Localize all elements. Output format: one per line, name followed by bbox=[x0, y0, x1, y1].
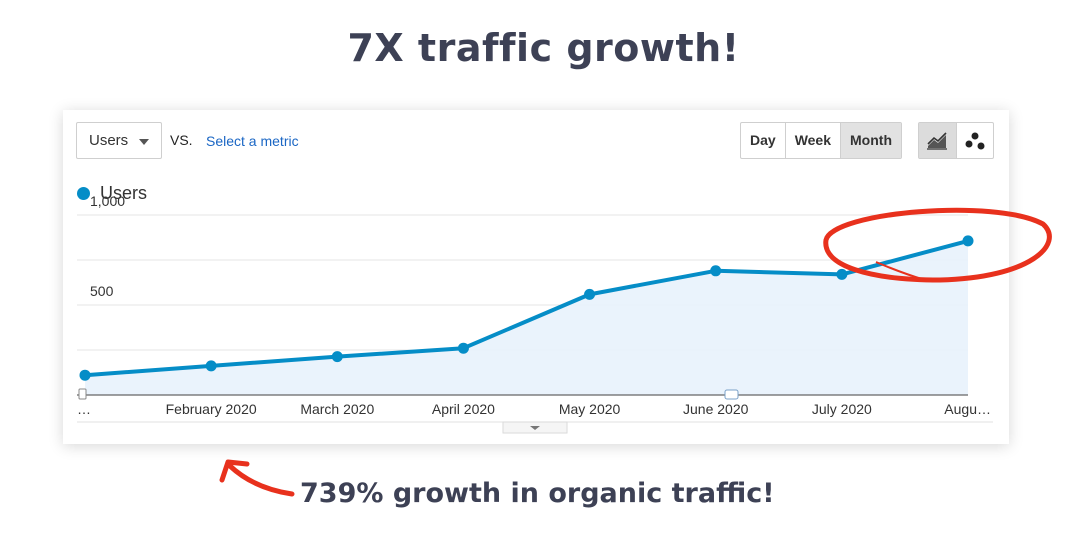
chart-legend: Users bbox=[77, 183, 147, 204]
line-chart-view-button[interactable] bbox=[919, 123, 957, 158]
curved-arrow-icon bbox=[219, 459, 295, 497]
analytics-chart-card: Users VS. Select a metric Day Week Month… bbox=[63, 110, 1009, 444]
data-point[interactable] bbox=[710, 265, 722, 277]
chevron-down-icon bbox=[139, 139, 149, 145]
select-metric-link[interactable]: Select a metric bbox=[206, 133, 299, 149]
chart-view-toggle bbox=[918, 122, 994, 159]
period-toggle: Day Week Month bbox=[740, 122, 902, 159]
metric-dropdown[interactable]: Users bbox=[76, 122, 162, 159]
series-area bbox=[85, 240, 968, 395]
x-tick-label: July 2020 bbox=[812, 401, 872, 417]
data-point[interactable] bbox=[584, 288, 596, 300]
legend-label: Users bbox=[100, 183, 148, 203]
y-tick-label: 1,000 bbox=[90, 193, 125, 209]
data-point[interactable] bbox=[205, 360, 217, 372]
period-day-button[interactable]: Day bbox=[741, 123, 786, 158]
x-tick-label: March 2020 bbox=[300, 401, 374, 417]
x-tick-label: June 2020 bbox=[683, 401, 749, 417]
motion-chart-view-button[interactable] bbox=[957, 123, 994, 158]
line-chart: 1,000 500 … February 2020 March 2020 April 20… bbox=[77, 193, 993, 434]
x-tick-label: February 2020 bbox=[166, 401, 257, 417]
headline: 7X traffic growth! bbox=[347, 26, 740, 70]
data-point[interactable] bbox=[457, 342, 469, 354]
legend-swatch bbox=[77, 187, 90, 200]
data-point[interactable] bbox=[836, 268, 848, 280]
data-point[interactable] bbox=[331, 351, 343, 363]
line-chart-icon bbox=[927, 131, 948, 150]
x-tick-label: Augu… bbox=[944, 401, 991, 417]
x-tick-label: May 2020 bbox=[559, 401, 621, 417]
period-month-button[interactable]: Month bbox=[841, 123, 901, 158]
metric-dropdown-label: Users bbox=[89, 132, 129, 149]
range-handle-left[interactable] bbox=[78, 388, 87, 400]
annotation-marker-icon[interactable] bbox=[724, 389, 739, 400]
motion-chart-icon bbox=[965, 132, 985, 149]
vs-label: VS. bbox=[170, 132, 193, 148]
annotation-text: 739% growth in organic traffic! bbox=[300, 478, 775, 509]
y-tick-label: 500 bbox=[90, 283, 114, 299]
period-week-button[interactable]: Week bbox=[786, 123, 842, 158]
data-point[interactable] bbox=[79, 369, 91, 381]
x-tick-label: April 2020 bbox=[432, 401, 495, 417]
expand-caret-icon bbox=[530, 426, 540, 430]
data-point[interactable] bbox=[962, 235, 974, 247]
x-tick-label: … bbox=[77, 401, 91, 417]
series-line bbox=[84, 238, 969, 378]
